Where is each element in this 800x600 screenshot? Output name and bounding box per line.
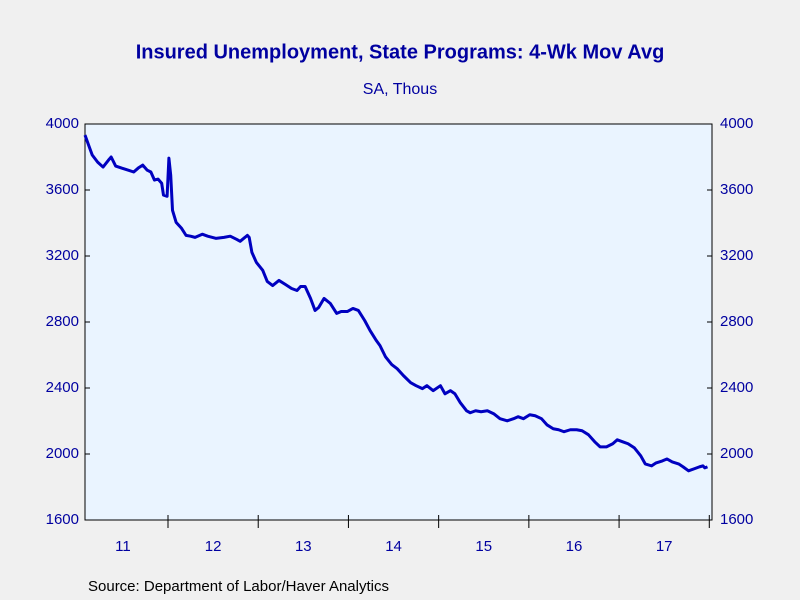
plot-area: [84, 123, 713, 521]
x-tick-label: 16: [566, 538, 583, 555]
y2-tick-label: 3200: [720, 247, 753, 264]
x-tick-label: 15: [475, 538, 492, 555]
chart-subtitle: SA, Thous: [363, 81, 437, 98]
y2-tick-label: 4000: [720, 115, 753, 132]
y-tick-label: 4000: [46, 115, 79, 132]
source: Source: Department of Labor/Haver Analyt…: [88, 578, 389, 595]
y2-tick-label: 1600: [720, 511, 753, 528]
x-tick-label: 11: [115, 538, 131, 555]
y2-tick-label: 2800: [720, 313, 753, 330]
x-tick-label: 17: [656, 538, 673, 555]
y-tick-label: 2800: [46, 313, 79, 330]
y-tick-label: 2400: [46, 379, 79, 396]
y-tick-label: 1600: [46, 511, 79, 528]
x-tick-label: 13: [295, 538, 312, 555]
x-tick-label: 14: [385, 538, 402, 555]
y-tick-label: 2000: [46, 445, 79, 462]
y-tick-label: 3200: [46, 247, 79, 264]
line-series: [83, 134, 709, 473]
y2-tick-label: 2400: [720, 379, 753, 396]
y-tick-label: 3600: [46, 181, 79, 198]
chart-title: Insured Unemployment, State Programs: 4-…: [136, 41, 665, 63]
y2-tick-label: 3600: [720, 181, 753, 198]
x-tick-label: 12: [205, 538, 222, 555]
y2-tick-label: 2000: [720, 445, 753, 462]
